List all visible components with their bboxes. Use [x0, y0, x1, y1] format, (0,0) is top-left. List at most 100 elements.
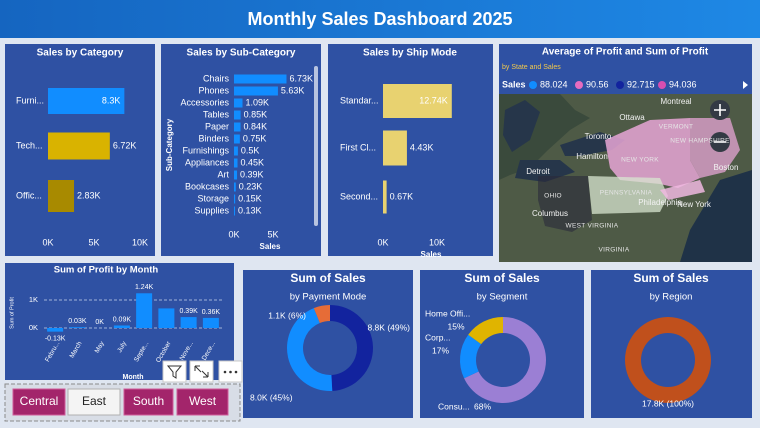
category-label: Consu... — [438, 401, 470, 411]
category-label: Corp... — [425, 332, 451, 342]
bar — [383, 180, 387, 214]
slicer-label[interactable]: Central — [20, 394, 59, 408]
category-label: Appliances — [185, 157, 230, 167]
map-label: New York — [677, 200, 712, 209]
data-label: 12.74K — [419, 95, 448, 105]
data-label: 68% — [474, 401, 491, 411]
focus-button[interactable] — [189, 360, 214, 383]
category-label: Standar... — [340, 95, 379, 105]
donut-slice — [330, 305, 374, 391]
data-label: 4.43K — [410, 142, 434, 152]
map-label: Hamilton — [576, 152, 608, 161]
map-label: Boston — [714, 163, 739, 172]
panel — [328, 44, 493, 256]
scrollbar[interactable] — [314, 66, 318, 226]
data-label: 0.45K — [241, 157, 265, 167]
data-label: 0.03K — [68, 318, 87, 325]
x-tick-label: 0K — [42, 237, 53, 247]
slicer-button[interactable] — [12, 388, 66, 416]
legend-next[interactable] — [743, 81, 748, 89]
more-dot — [223, 370, 227, 374]
visual-toolbar — [162, 360, 243, 383]
bar — [234, 182, 236, 192]
focus-icon — [194, 365, 209, 378]
state-oh — [538, 176, 592, 232]
more-dot — [229, 370, 232, 374]
slicer-button[interactable] — [67, 388, 121, 416]
bar — [69, 327, 86, 328]
data-label: 8.0K (45%) — [250, 392, 293, 402]
header-bar — [0, 0, 760, 38]
chart-title: Sum of Sales — [464, 271, 540, 285]
ocean — [680, 170, 752, 262]
category-label: Paper — [205, 121, 229, 131]
bar — [180, 317, 197, 328]
x-tick-label: 10K — [429, 237, 445, 247]
panel — [243, 270, 413, 418]
chart-subtitle: by Region — [650, 292, 693, 303]
map-label: Ottawa — [619, 113, 645, 122]
map-label: Philadelphia — [638, 198, 682, 207]
category-label: Tech... — [16, 140, 43, 150]
category-label: Phones — [198, 85, 229, 95]
map-label: VIRGINIA — [599, 247, 630, 254]
map-label: NEW HAMPSHIRE — [670, 138, 730, 145]
category-label: Storage — [197, 193, 229, 203]
slicer-label[interactable]: East — [82, 394, 107, 408]
category-label: Supplies — [194, 205, 229, 215]
map-label: PENNSYLVANIA — [600, 190, 653, 197]
donut-slice — [286, 308, 333, 391]
filter-button[interactable] — [162, 360, 187, 383]
map-label: VERMONT — [659, 124, 694, 131]
legend-marker — [575, 81, 583, 89]
chart-title: Sales by Sub-Category — [187, 48, 296, 59]
dashboard-title: Monthly Sales Dashboard 2025 — [247, 9, 512, 29]
bar — [234, 194, 236, 204]
data-label: 0.67K — [390, 191, 414, 201]
x-tick-label: 0K — [228, 229, 239, 239]
legend-marker — [616, 81, 624, 89]
legend-label: 94.036 — [669, 79, 697, 89]
chart-subtitle: by Segment — [477, 292, 528, 303]
bar — [234, 158, 238, 168]
slicer-button[interactable] — [123, 388, 174, 416]
legend-marker — [529, 81, 537, 89]
legend-label: 88.024 — [540, 79, 568, 89]
legend-title: Sales — [502, 79, 526, 89]
data-label: 6.73K — [289, 73, 313, 83]
slicer-label[interactable]: South — [133, 394, 164, 408]
bar — [234, 74, 287, 84]
lake — [503, 100, 540, 152]
donut-slice — [625, 317, 711, 403]
data-label: 8.8K (49%) — [367, 322, 410, 332]
data-label: 0.09K — [113, 316, 132, 323]
bar — [234, 98, 243, 108]
bar — [48, 88, 125, 114]
bar — [234, 170, 238, 180]
data-label: 0.75K — [243, 133, 267, 143]
data-label: 15% — [447, 321, 464, 331]
map-label: NEW YORK — [621, 157, 659, 164]
category-label: First Cl... — [340, 142, 376, 152]
bar — [136, 293, 153, 328]
category-label: Accessories — [180, 97, 229, 107]
chart-title: Sales by Category — [37, 48, 124, 59]
bar — [113, 325, 130, 328]
data-label: 0.5K — [241, 145, 260, 155]
slicer-button[interactable] — [176, 388, 229, 416]
data-label: 0.23K — [239, 181, 263, 191]
more-dot — [234, 370, 238, 374]
donut-slice — [313, 305, 330, 323]
data-label: 0.39K — [179, 308, 198, 315]
map-area — [499, 94, 752, 262]
data-label: 0K — [95, 319, 104, 326]
data-label: -0.13K — [45, 335, 66, 342]
chart-title: Average of Profit and Sum of Profit — [542, 47, 709, 58]
data-label: 17.8K (100%) — [642, 398, 694, 408]
filter-icon — [166, 365, 183, 379]
bar — [48, 180, 75, 212]
y-tick-label: 1K — [29, 295, 38, 304]
donut-slice — [460, 334, 482, 379]
zoom-controls — [710, 100, 730, 152]
slicer-label[interactable]: West — [189, 394, 217, 408]
